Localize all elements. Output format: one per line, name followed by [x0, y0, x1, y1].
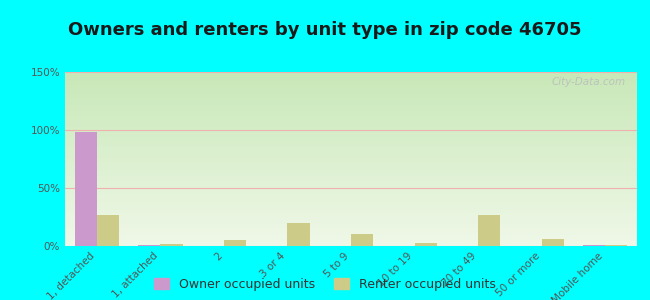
- Bar: [478, 215, 500, 246]
- Text: City-Data.com: City-Data.com: [551, 77, 625, 87]
- Bar: [415, 242, 437, 246]
- Bar: [351, 234, 373, 246]
- Bar: [97, 215, 119, 246]
- Bar: [161, 244, 183, 246]
- Bar: [224, 240, 246, 246]
- Bar: [75, 132, 97, 246]
- Bar: [605, 245, 627, 246]
- Bar: [138, 245, 161, 246]
- Text: Owners and renters by unit type in zip code 46705: Owners and renters by unit type in zip c…: [68, 21, 582, 39]
- Bar: [287, 223, 309, 246]
- Legend: Owner occupied units, Renter occupied units: Owner occupied units, Renter occupied un…: [154, 278, 496, 291]
- Bar: [583, 245, 605, 246]
- Bar: [541, 239, 564, 246]
